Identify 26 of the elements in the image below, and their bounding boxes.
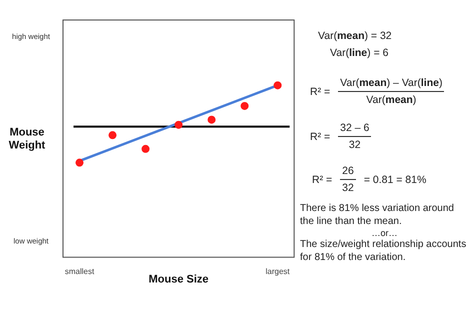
point	[76, 158, 84, 167]
text: Var(mean) – Var(line)	[340, 77, 442, 89]
text: There is 81% less variation around the line than the mean.	[300, 202, 455, 228]
text: R² =	[310, 86, 330, 98]
text: R² =	[310, 130, 330, 142]
text: 32 – 6	[340, 122, 370, 134]
text: Var(mean)	[366, 94, 416, 106]
text: = 0.81 = 81%	[364, 174, 426, 186]
text: 32	[342, 182, 354, 194]
text: …or…	[370, 228, 398, 238]
text: R² =	[312, 174, 332, 186]
point	[142, 144, 150, 153]
point	[274, 81, 282, 90]
text: 32	[348, 139, 361, 151]
text: Var(mean) = 32	[318, 30, 392, 42]
text: The size/weight relationship accounts for 81% of the variation.	[300, 238, 468, 264]
text: Var(line) = 6	[330, 47, 388, 59]
point	[108, 131, 117, 140]
point	[208, 116, 216, 124]
x-tick-label: smallest	[64, 267, 95, 276]
x-tick-label: largest	[266, 267, 290, 276]
point	[240, 102, 249, 110]
y-axis-title: Mouse Weight	[8, 126, 46, 152]
point	[174, 120, 183, 129]
text: 26	[342, 165, 354, 177]
x-axis-title: Mouse Size	[148, 273, 209, 286]
